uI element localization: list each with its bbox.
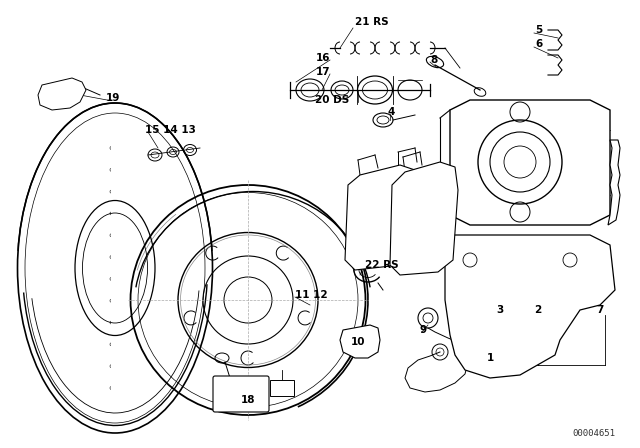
Text: 15 14 13: 15 14 13 [145,125,196,135]
Polygon shape [38,78,86,110]
Polygon shape [445,235,615,378]
Text: 9: 9 [420,325,427,335]
Text: 21 RS: 21 RS [355,17,388,27]
Text: 2: 2 [534,305,541,315]
Text: 10: 10 [351,337,365,347]
Bar [270,380,294,396]
Text: 5: 5 [535,25,542,35]
Polygon shape [390,162,458,275]
Text: 1: 1 [486,353,493,363]
Text: 3: 3 [497,305,504,315]
Text: 7: 7 [596,305,604,315]
FancyBboxPatch shape [213,376,269,412]
Text: 22 RS: 22 RS [365,260,399,270]
Polygon shape [450,100,610,225]
Polygon shape [608,140,620,225]
Polygon shape [340,325,380,358]
Text: 20 DS: 20 DS [315,95,349,105]
Text: 6: 6 [535,39,542,49]
Text: 00004651: 00004651 [572,429,615,438]
Text: 18: 18 [241,395,255,405]
Text: 11 12: 11 12 [295,290,328,300]
Text: 16: 16 [316,53,330,63]
Polygon shape [345,165,420,270]
Text: 8: 8 [430,55,437,65]
Text: 17: 17 [316,67,330,77]
Text: 4: 4 [388,107,396,117]
Text: 19: 19 [106,93,120,103]
